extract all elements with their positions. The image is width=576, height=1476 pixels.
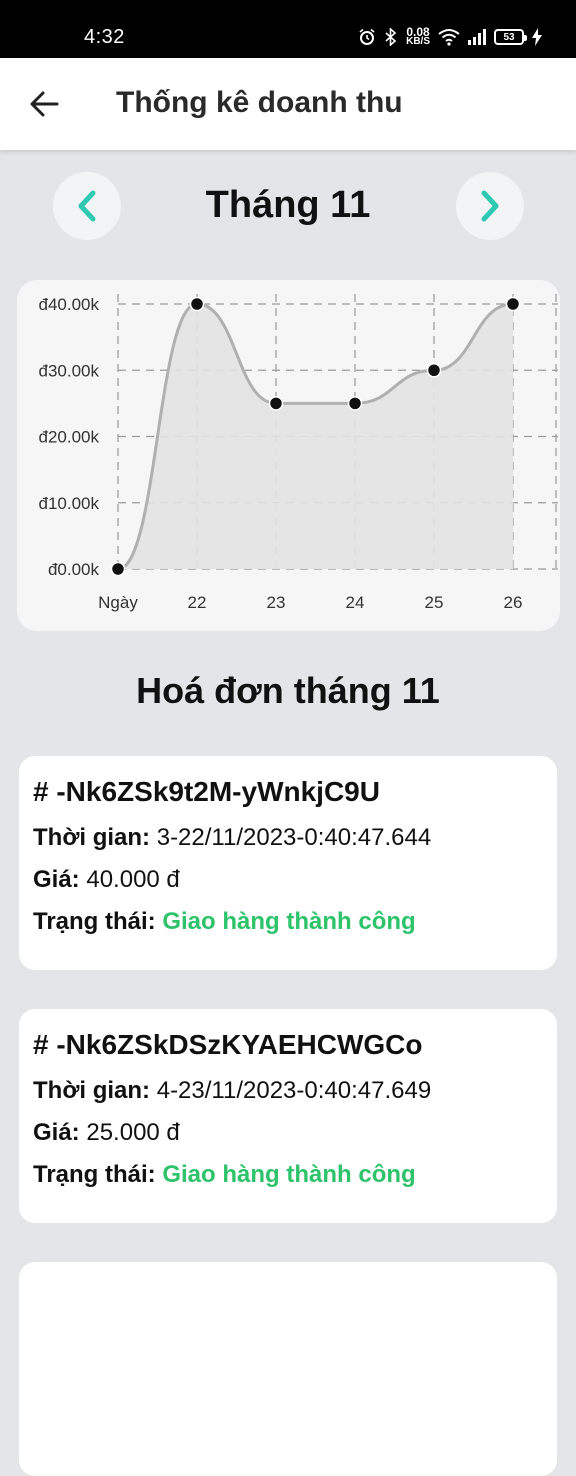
invoice-status-value: Giao hàng thành công: [162, 1161, 416, 1188]
chart-data-point: [189, 296, 205, 312]
invoices-section-title: Hoá đơn tháng 11: [136, 670, 440, 711]
battery-icon: 53: [494, 29, 527, 45]
invoice-card[interactable]: # -Nk6ZSkDSzKYAEHCWGCo Thời gian: 4-23/1…: [19, 1009, 557, 1223]
signal-icon: [468, 29, 486, 45]
invoice-id: # -Nk6ZSkDSzKYAEHCWGCo: [33, 1029, 423, 1060]
chart-data-point: [505, 296, 521, 312]
chart-y-tick-label: đ30.00k: [39, 361, 100, 380]
chart-x-tick-label: 26: [504, 593, 523, 612]
chart-x-tick-label: 25: [425, 593, 444, 612]
chart-y-tick-labels: đ0.00k đ10.00k đ20.00k đ30.00k đ40.00k: [39, 295, 100, 579]
chevron-right-icon: [481, 190, 499, 222]
invoice-time-value: 3-22/11/2023-0:40:47.644: [156, 824, 432, 851]
invoice-card[interactable]: # -Nk6ZSk9t2M-yWnkjC9U Thời gian: 3-22/1…: [19, 756, 557, 970]
invoice-price-value: 40.000 đ: [86, 866, 180, 893]
invoice-time-value: 4-23/11/2023-0:40:47.649: [156, 1077, 432, 1104]
chart-x-tick-label: 22: [188, 593, 207, 612]
prev-month-button[interactable]: [53, 172, 121, 240]
charging-icon: [532, 28, 542, 46]
chart-y-tick-label: đ10.00k: [39, 494, 100, 513]
invoice-status-label: Trạng thái:: [33, 908, 156, 935]
invoice-price-label: Giá:: [33, 866, 80, 893]
chart-x-tick-label: 24: [346, 593, 365, 612]
revenue-chart: đ0.00k đ10.00k đ20.00k đ30.00k đ40.00k Ngày 2…: [39, 294, 558, 612]
invoice-card[interactable]: [19, 1262, 557, 1476]
chart-y-tick-label: đ40.00k: [39, 295, 100, 314]
app-bar: Thống kê doanh thu: [0, 58, 576, 150]
invoice-price-row: Giá: 40.000 đ: [33, 866, 557, 894]
chevron-left-icon: [78, 190, 96, 222]
arrow-left-icon: [30, 91, 59, 117]
chart-x-tick-label: 23: [267, 593, 286, 612]
status-bar: 4:32 0.08 KB/S 53: [0, 0, 576, 58]
invoice-status-value: Giao hàng thành công: [162, 908, 416, 935]
chart-x-tick-labels: Ngày 22 23 24 25 26: [98, 593, 522, 612]
invoice-time-label: Thời gian:: [33, 1077, 151, 1104]
invoice-time-row: Thời gian: 4-23/11/2023-0:40:47.649: [33, 1077, 557, 1105]
invoice-price-value: 25.000 đ: [86, 1119, 180, 1146]
chart-y-tick-label: đ0.00k: [48, 560, 100, 579]
invoice-id: # -Nk6ZSk9t2M-yWnkjC9U: [33, 776, 380, 807]
alarm-icon: [359, 28, 375, 45]
chart-points: [110, 296, 521, 577]
invoice-status-label: Trạng thái:: [33, 1161, 156, 1188]
chart-data-point: [110, 561, 126, 577]
wifi-icon: [438, 29, 460, 46]
invoice-price-label: Giá:: [33, 1119, 80, 1146]
revenue-chart-card: đ0.00k đ10.00k đ20.00k đ30.00k đ40.00k Ngày 2…: [17, 280, 560, 631]
invoice-status-row: Trạng thái: Giao hàng thành công: [33, 908, 557, 936]
invoice-time-label: Thời gian:: [33, 824, 151, 851]
chart-data-point: [268, 396, 284, 411]
net-speed: 0.08 KB/S: [406, 25, 430, 47]
chart-area-fill: [118, 304, 513, 569]
month-title: Tháng 11: [205, 184, 371, 226]
chart-x-tick-label: Ngày: [98, 593, 138, 612]
bluetooth-icon: [385, 28, 397, 46]
status-time: 4:32: [84, 26, 125, 48]
chart-data-point: [426, 363, 442, 378]
invoice-status-row: Trạng thái: Giao hàng thành công: [33, 1161, 557, 1189]
month-navigator: Tháng 11: [0, 172, 576, 240]
status-icons: 0.08 KB/S 53: [358, 24, 542, 50]
invoice-price-row: Giá: 25.000 đ: [33, 1119, 557, 1147]
chart-y-tick-label: đ20.00k: [39, 428, 100, 447]
chart-data-point: [347, 396, 363, 411]
next-month-button[interactable]: [456, 172, 524, 240]
page-title: Thống kê doanh thu: [116, 86, 403, 119]
invoice-time-row: Thời gian: 3-22/11/2023-0:40:47.644: [33, 824, 557, 852]
back-button[interactable]: [26, 86, 62, 122]
